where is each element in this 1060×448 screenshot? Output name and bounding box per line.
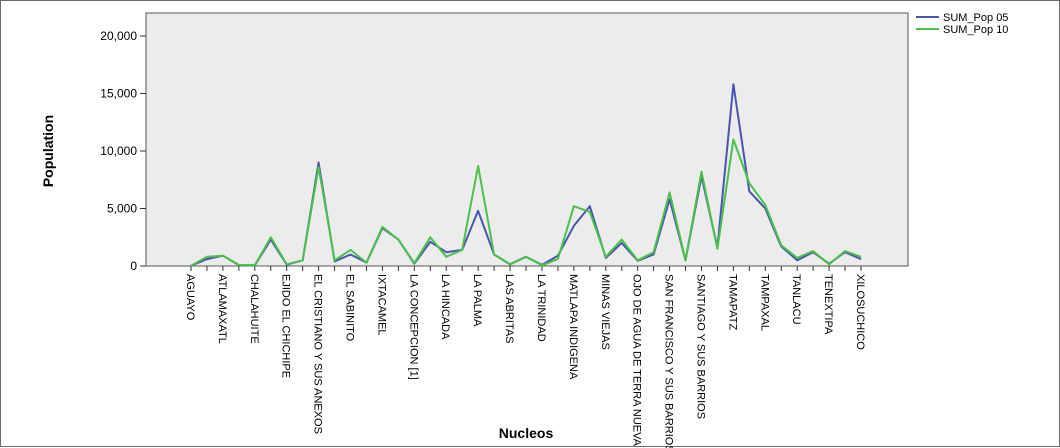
x-tick-label: IXTACAMEL bbox=[375, 274, 387, 336]
x-tick-label: EL CRISTIANO Y SUS ANEXOS bbox=[312, 274, 324, 434]
x-tick-label: EL SABINITO bbox=[344, 274, 356, 342]
x-tick-label: XILOSUCHICO bbox=[854, 274, 866, 350]
series-line-sum-pop-10 bbox=[190, 138, 862, 267]
x-tick-label: EJIDO EL CHICHIPE bbox=[280, 274, 292, 378]
legend-label: SUM_Pop 05 bbox=[943, 12, 1008, 24]
x-tick-label: SAN FRANCISCO Y SUS BARRIOS bbox=[663, 274, 675, 448]
x-axis: AGUAYO ATLAMAXATL CHALAHUITE EJIDO EL CHICH… bbox=[184, 266, 866, 448]
plot-area bbox=[145, 12, 909, 267]
x-tick-label: SANTIAGO Y SUS BARRIOS bbox=[694, 274, 706, 419]
legend-label: SUM_Pop 10 bbox=[943, 24, 1008, 36]
x-tick-label: MINAS VIEJAS bbox=[599, 274, 611, 350]
y-tick-label: 0 bbox=[130, 259, 137, 273]
x-tick-label: TAMAPATZ bbox=[726, 274, 738, 331]
x-tick-label: ATLAMAXATL bbox=[216, 274, 228, 344]
x-tick-label: LA TRINIDAD bbox=[535, 274, 547, 342]
x-tick-label: LAS ABRITAS bbox=[503, 274, 515, 344]
y-axis: 0 5,000 10,000 15,000 20,000 bbox=[100, 29, 146, 273]
x-tick-label: LA HINCADA bbox=[439, 274, 451, 340]
x-tick-label: LA CONCEPCION [1] bbox=[407, 274, 419, 380]
x-tick-label: TANLACU bbox=[790, 274, 802, 325]
x-axis-title: Nucleos bbox=[499, 425, 554, 441]
x-tick-label: MATLAPA INDIGENA bbox=[567, 274, 579, 380]
x-tick-label: CHALAHUITE bbox=[248, 274, 260, 344]
x-tick-label: TENEXTIPA bbox=[822, 274, 834, 335]
x-tick-label: AGUAYO bbox=[184, 274, 196, 321]
x-tick-label: TAMPAXAL bbox=[758, 274, 770, 331]
y-tick-label: 10,000 bbox=[100, 144, 137, 158]
y-tick-label: 20,000 bbox=[100, 29, 137, 43]
y-tick-label: 5,000 bbox=[107, 202, 137, 216]
x-tick-label: OJO DE AGUA DE TERRA NUEVA bbox=[631, 274, 643, 447]
y-axis-title: Population bbox=[40, 115, 56, 187]
series-lines bbox=[190, 83, 862, 267]
x-tick-label: LA PALMA bbox=[471, 274, 483, 327]
y-tick-label: 15,000 bbox=[100, 87, 137, 101]
